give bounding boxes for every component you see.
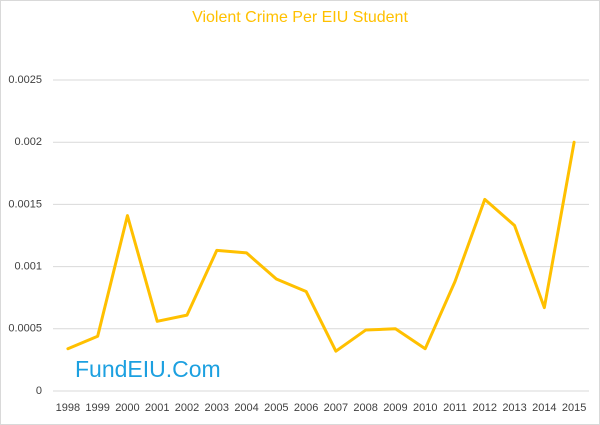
x-tick-label: 2008: [353, 402, 377, 414]
x-tick-label: 2013: [502, 402, 526, 414]
y-tick-label: 0.0015: [8, 198, 42, 210]
x-tick-label: 1998: [56, 402, 80, 414]
x-tick-label: 1999: [85, 402, 109, 414]
x-tick-label: 2002: [175, 402, 199, 414]
x-tick-label: 2015: [562, 402, 586, 414]
y-tick-label: 0.002: [14, 136, 42, 148]
x-tick-label: 2001: [145, 402, 169, 414]
watermark: FundEIU.Com: [75, 356, 221, 382]
y-tick-label: 0: [36, 385, 42, 397]
y-tick-label: 0.0005: [8, 323, 42, 335]
x-tick-label: 2014: [532, 402, 556, 414]
data-line: [66, 140, 576, 353]
x-tick-label: 2009: [383, 402, 407, 414]
x-tick-label: 2000: [115, 402, 139, 414]
x-tick-label: 2005: [264, 402, 288, 414]
x-tick-label: 2007: [324, 402, 348, 414]
chart-title: Violent Crime Per EIU Student: [192, 9, 408, 26]
x-tick-label: 2004: [234, 402, 258, 414]
y-tick-label: 0.001: [14, 261, 42, 273]
x-tick-label: 2006: [294, 402, 318, 414]
x-tick-label: 2011: [443, 402, 467, 414]
x-tick-label: 2010: [413, 402, 437, 414]
x-tick-label: 2012: [473, 402, 497, 414]
y-tick-label: 0.0025: [8, 74, 42, 86]
x-tick-label: 2003: [205, 402, 229, 414]
